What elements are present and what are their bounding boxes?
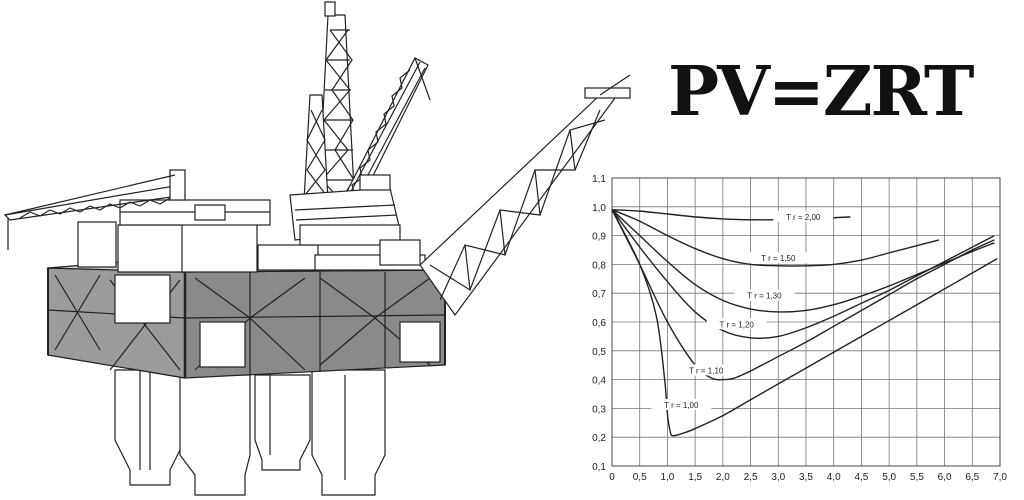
series-line — [611, 209, 995, 381]
platform-deck — [47, 261, 446, 379]
curve-labels: T r = 2,00 T r = 1,50 T r = 1,30 T r = 1,20… — [651, 210, 834, 410]
compressibility-chart: 0 0,5 1,0 1,5 2,0 2,5 3,0 3,5 4,0 4,5 5,0 5,5 6,0 6,5… — [592, 174, 1007, 483]
x-tick-label: 6,5 — [965, 472, 979, 483]
series-line — [611, 209, 940, 267]
x-tick-label: 0,5 — [633, 472, 647, 483]
y-tick-label: 1,1 — [592, 174, 606, 185]
x-tick-label: 7,0 — [993, 472, 1007, 483]
curve-label-backdrop — [651, 398, 712, 410]
plot-frame — [611, 177, 1001, 467]
curve-label-backdrop — [706, 318, 767, 330]
x-tick-label: 3,5 — [799, 472, 813, 483]
x-tick-label: 4,0 — [827, 472, 841, 483]
curve-label: T r = 2,00 — [786, 213, 821, 222]
x-tick-label: 4,5 — [854, 472, 868, 483]
platform-machinery — [289, 174, 421, 266]
x-tick-label: 6,0 — [938, 472, 952, 483]
y-tick-label: 0,8 — [592, 260, 606, 271]
curve-label: T r = 1,20 — [720, 320, 755, 329]
middle-crane-boom — [334, 57, 431, 223]
x-tick-label: 1,5 — [688, 472, 702, 483]
series-line — [611, 209, 995, 339]
chart-grid — [611, 177, 1001, 467]
y-tick-label: 1,0 — [592, 203, 606, 214]
x-tick-labels: 0 0,5 1,0 1,5 2,0 2,5 3,0 3,5 4,0 4,5 5,0 5,5 6,0 6,5… — [609, 472, 1007, 483]
curve-label-backdrop — [748, 252, 809, 264]
x-tick-label: 0 — [609, 472, 615, 483]
curve-label-backdrop — [676, 364, 737, 376]
y-tick-labels: 0,1 0,2 0,3 0,4 0,5 0,6 0,7 0,8 0,9 1,0 1,1 — [592, 174, 606, 473]
curve-label: T r = 1,30 — [747, 292, 782, 301]
offshore-oil-platform-icon — [3, 1, 631, 496]
x-tick-label: 2,5 — [744, 472, 758, 483]
curve-label-backdrop — [734, 289, 795, 301]
curve-label-backdrop — [773, 210, 834, 222]
y-tick-label: 0,2 — [592, 433, 606, 444]
left-crane — [3, 169, 186, 250]
y-tick-label: 0,1 — [592, 462, 606, 473]
x-tick-label: 3,0 — [771, 472, 785, 483]
platform-legs — [114, 369, 386, 496]
y-tick-label: 0,9 — [592, 232, 606, 243]
curve-label: T r = 1,00 — [664, 401, 699, 410]
x-tick-label: 5,0 — [882, 472, 896, 483]
right-crane — [419, 74, 631, 317]
y-tick-label: 0,4 — [592, 376, 606, 387]
y-tick-label: 0,3 — [592, 404, 606, 415]
y-tick-label: 0,7 — [592, 289, 606, 300]
x-tick-label: 1,0 — [660, 472, 674, 483]
y-tick-label: 0,6 — [592, 318, 606, 329]
series-line — [611, 209, 998, 437]
derrick-tower — [303, 1, 356, 211]
chart-series — [611, 208, 998, 437]
platform-modules — [77, 199, 426, 273]
x-tick-label: 2,0 — [716, 472, 730, 483]
x-tick-label: 5,5 — [910, 472, 924, 483]
y-tick-label: 0,5 — [592, 347, 606, 358]
curve-label: T r = 1,50 — [761, 254, 796, 263]
curve-label: T r = 1,10 — [689, 366, 724, 375]
equation-title: PV=ZRT — [668, 52, 974, 132]
